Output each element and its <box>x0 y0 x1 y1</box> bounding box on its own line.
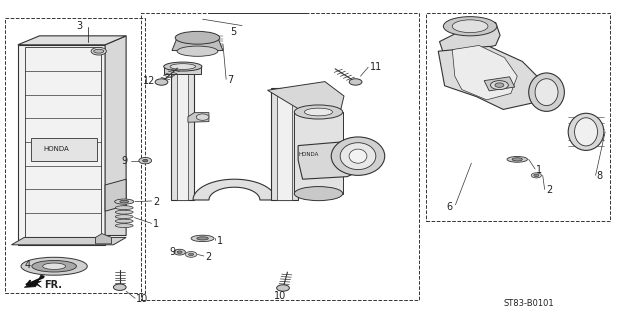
Ellipse shape <box>115 215 133 219</box>
Text: 7: 7 <box>227 75 234 85</box>
Polygon shape <box>96 234 111 244</box>
Text: 2: 2 <box>205 252 211 262</box>
Ellipse shape <box>512 158 522 161</box>
Ellipse shape <box>340 143 376 170</box>
Polygon shape <box>268 82 344 109</box>
Polygon shape <box>18 45 105 245</box>
Text: HONDA: HONDA <box>298 152 318 157</box>
Circle shape <box>495 83 504 87</box>
Text: 6: 6 <box>446 202 452 212</box>
Circle shape <box>276 285 289 291</box>
Ellipse shape <box>443 17 497 36</box>
Text: 2: 2 <box>546 185 552 195</box>
Ellipse shape <box>568 113 604 150</box>
Text: FR.: FR. <box>45 280 62 290</box>
Polygon shape <box>440 22 500 52</box>
Ellipse shape <box>529 73 564 111</box>
Ellipse shape <box>575 118 598 146</box>
Polygon shape <box>294 112 343 194</box>
Text: 11: 11 <box>369 61 382 72</box>
Bar <box>31 138 97 161</box>
Ellipse shape <box>349 149 367 163</box>
Ellipse shape <box>507 156 527 162</box>
Polygon shape <box>164 66 201 74</box>
Bar <box>5 18 145 293</box>
Text: 12: 12 <box>143 76 155 86</box>
Polygon shape <box>484 77 515 91</box>
Polygon shape <box>171 70 194 200</box>
Text: HONDA: HONDA <box>43 146 69 152</box>
Polygon shape <box>177 70 188 200</box>
Polygon shape <box>11 237 126 245</box>
Ellipse shape <box>331 137 385 175</box>
Ellipse shape <box>170 64 196 69</box>
Polygon shape <box>298 141 369 179</box>
Polygon shape <box>271 88 298 200</box>
Circle shape <box>143 159 148 162</box>
Ellipse shape <box>115 219 133 223</box>
Text: 2: 2 <box>153 196 159 207</box>
Polygon shape <box>25 281 41 287</box>
Circle shape <box>155 79 168 85</box>
Ellipse shape <box>115 224 133 228</box>
Circle shape <box>196 114 209 120</box>
Ellipse shape <box>177 46 218 56</box>
Circle shape <box>349 79 362 85</box>
Ellipse shape <box>304 108 333 116</box>
Polygon shape <box>18 36 126 45</box>
Polygon shape <box>193 179 276 200</box>
Text: ST83-B0101: ST83-B0101 <box>503 299 554 308</box>
Ellipse shape <box>115 206 133 210</box>
Text: 1: 1 <box>217 236 223 246</box>
Ellipse shape <box>164 62 202 71</box>
Text: 1: 1 <box>153 219 159 229</box>
Text: 5: 5 <box>231 27 237 37</box>
Bar <box>426 13 610 221</box>
Text: 3: 3 <box>76 20 83 31</box>
Polygon shape <box>188 113 209 122</box>
Polygon shape <box>24 275 45 287</box>
Polygon shape <box>105 36 126 236</box>
Circle shape <box>189 253 194 256</box>
Ellipse shape <box>94 49 104 53</box>
Ellipse shape <box>191 235 214 242</box>
Ellipse shape <box>115 199 134 204</box>
Ellipse shape <box>294 105 343 119</box>
Text: 10: 10 <box>274 291 287 301</box>
Circle shape <box>91 47 106 55</box>
Ellipse shape <box>120 200 129 203</box>
Circle shape <box>531 173 541 178</box>
Text: 10: 10 <box>136 294 148 304</box>
Polygon shape <box>172 38 223 51</box>
Circle shape <box>174 249 185 255</box>
Circle shape <box>113 284 126 291</box>
Polygon shape <box>105 179 126 211</box>
Text: 9: 9 <box>169 247 175 257</box>
Text: 9: 9 <box>121 156 127 166</box>
Text: 4: 4 <box>24 260 31 270</box>
Circle shape <box>185 252 197 257</box>
Ellipse shape <box>175 31 220 44</box>
Bar <box>141 13 419 300</box>
Circle shape <box>139 157 152 164</box>
Ellipse shape <box>197 237 208 240</box>
Circle shape <box>177 251 182 253</box>
Ellipse shape <box>535 79 558 106</box>
Circle shape <box>534 174 539 177</box>
Circle shape <box>490 81 508 90</box>
Ellipse shape <box>115 210 133 214</box>
Ellipse shape <box>21 257 87 275</box>
Ellipse shape <box>43 263 66 269</box>
Polygon shape <box>452 45 517 100</box>
Ellipse shape <box>32 260 76 272</box>
Ellipse shape <box>452 20 488 33</box>
Polygon shape <box>438 46 541 109</box>
Polygon shape <box>277 89 292 200</box>
Ellipse shape <box>294 187 343 201</box>
Text: 8: 8 <box>597 171 603 181</box>
Text: 1: 1 <box>536 164 543 175</box>
